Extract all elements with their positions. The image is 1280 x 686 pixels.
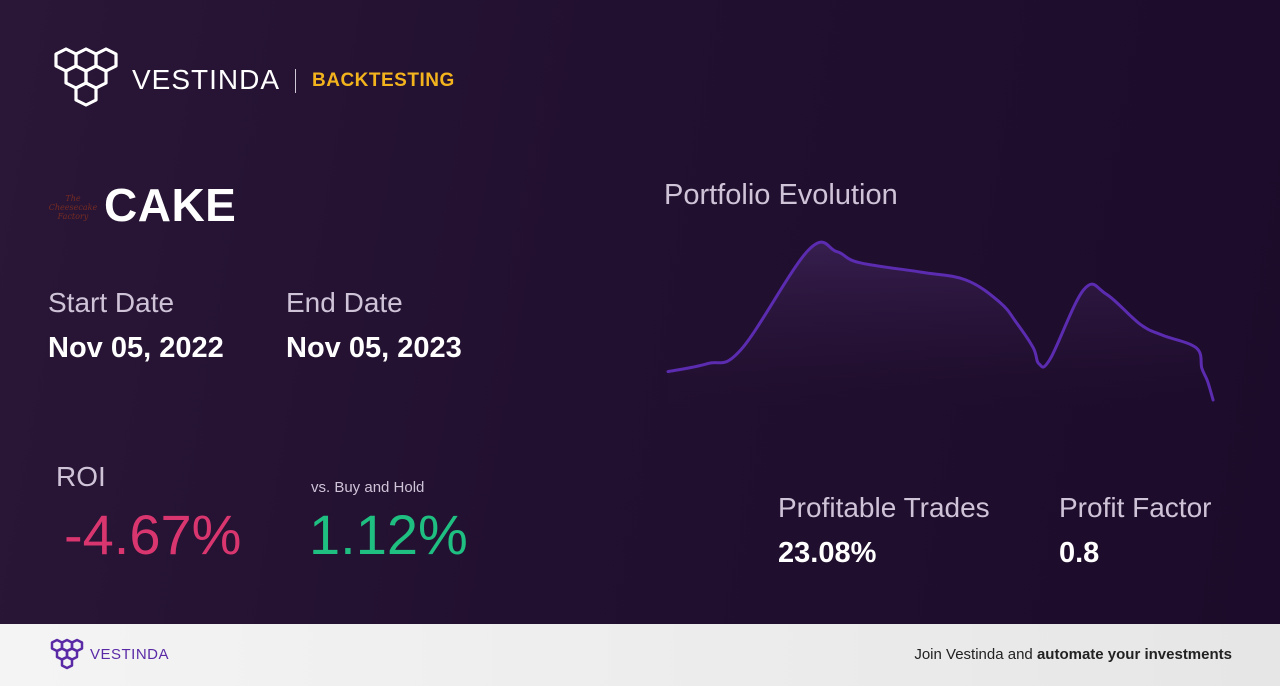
- portfolio-series-line: [666, 240, 1215, 402]
- brand-name: VESTINDA: [132, 64, 281, 95]
- vestinda-hexagon-logo-icon: [54, 47, 118, 107]
- company-logo: The Cheesecake Factory: [48, 194, 98, 221]
- roi-value: -4.67%: [64, 503, 242, 566]
- footer-brand-name: VESTINDA: [90, 646, 170, 663]
- roi-label: ROI: [56, 461, 106, 492]
- footer-call-to-action[interactable]: Join Vestinda and automate your investme…: [914, 645, 1232, 665]
- profitable-trades-label: Profitable Trades: [778, 492, 990, 523]
- vs-buy-hold-value: 1.12%: [309, 503, 468, 566]
- portfolio-area-fill: [668, 242, 1214, 410]
- start-date-value: Nov 05, 2022: [48, 332, 224, 364]
- footer-bar: VESTINDA Join Vestinda and automate your…: [0, 624, 1280, 686]
- profit-factor-value: 0.8: [1059, 537, 1100, 569]
- end-date-label: End Date: [286, 287, 403, 318]
- company-logo-text: The Cheesecake Factory: [48, 194, 98, 221]
- brand-divider: [295, 69, 296, 93]
- start-date-label: Start Date: [48, 287, 175, 318]
- chart-title: Portfolio Evolution: [664, 179, 898, 211]
- end-date-value: Nov 05, 2023: [286, 332, 462, 364]
- vestinda-hexagon-logo-icon: [50, 638, 84, 670]
- backtest-card: VESTINDA BACKTESTING The Cheesecake Fact…: [0, 0, 1280, 624]
- cta-bold-text: automate your investments: [1036, 646, 1232, 663]
- profitable-trades-value: 23.08%: [778, 537, 877, 569]
- vs-buy-hold-label: vs. Buy and Hold: [311, 479, 425, 496]
- ticker-symbol: CAKE: [104, 179, 237, 231]
- profit-factor-label: Profit Factor: [1059, 492, 1212, 523]
- portfolio-evolution-chart: [666, 240, 1215, 410]
- backtesting-badge: BACKTESTING: [312, 70, 455, 91]
- cta-prefix: Join Vestinda and: [914, 646, 1037, 663]
